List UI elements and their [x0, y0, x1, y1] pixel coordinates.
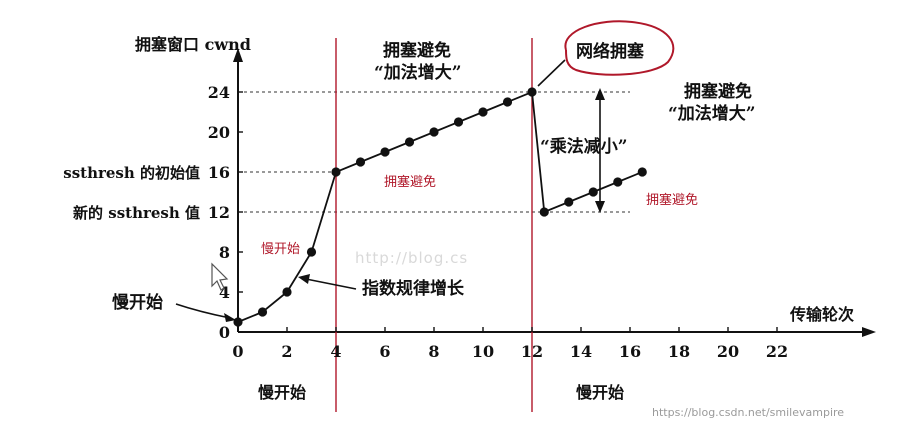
- exponential-growth-label: 指数规律增长: [362, 278, 465, 299]
- data-point: [613, 177, 623, 187]
- y-axis-title: 拥塞窗口 cwnd: [135, 35, 251, 54]
- congestion-pointer: [537, 59, 566, 87]
- y-tick-label: 12: [208, 203, 230, 222]
- multiplicative-decrease-label: “乘法减小”: [540, 136, 628, 157]
- y-side-label-16: ssthresh 的初始值: [63, 164, 200, 182]
- watermark: http://blog.cs: [355, 249, 468, 267]
- series: [233, 87, 647, 327]
- x-axis-title: 传输轮次: [789, 305, 854, 324]
- congestion-avoidance-2-line1: 拥塞避免: [684, 81, 752, 102]
- y-tick-label: 20: [208, 123, 230, 142]
- congestion-avoidance-1-line2: “加法增大”: [374, 62, 462, 83]
- data-point: [355, 157, 366, 167]
- cursor-icon: [211, 262, 229, 291]
- multiplicative-arrow-down-icon: [595, 201, 605, 213]
- x-tick-label: 20: [717, 342, 739, 361]
- x-tick-label: 2: [281, 342, 292, 361]
- x-tick-label: 8: [428, 342, 439, 361]
- x-tick-label: 0: [232, 342, 243, 361]
- axes: [233, 48, 876, 337]
- data-point: [429, 127, 439, 137]
- x-tick-label: 10: [472, 342, 494, 361]
- phase-label-slow-start-2: 慢开始: [576, 383, 624, 402]
- y-tick-label: 0: [219, 323, 230, 342]
- data-point: [306, 247, 317, 257]
- phase-label-slow-start-1: 慢开始: [258, 383, 306, 402]
- x-tick-label: 6: [379, 342, 390, 361]
- data-point: [478, 107, 488, 117]
- x-tick-label: 14: [570, 342, 592, 361]
- annotation-decorations: [175, 20, 675, 322]
- x-tick-label: 16: [619, 342, 641, 361]
- exponential-pointer-arrow-icon: [298, 274, 310, 284]
- data-point: [564, 197, 574, 207]
- y-axis-arrow-icon: [233, 48, 243, 62]
- x-tick-label: 4: [330, 342, 341, 361]
- congestion-avoidance-1-line1: 拥塞避免: [383, 40, 451, 61]
- data-point: [257, 307, 268, 317]
- data-point: [502, 97, 513, 107]
- red-slow-start-label: 慢开始: [261, 241, 300, 257]
- congestion-ellipse: [564, 20, 675, 76]
- x-tick-label: 12: [521, 342, 543, 361]
- exponential-pointer: [305, 278, 357, 290]
- slow-start-pointer-arrow-icon: [224, 313, 236, 322]
- reference-lines: [238, 91, 630, 213]
- x-ticks: 0 2 4 6 8 10 12 14 16 18 20 22: [232, 327, 788, 361]
- y-tick-label: 24: [208, 83, 230, 102]
- data-point: [404, 137, 415, 147]
- x-tick-label: 18: [668, 342, 690, 361]
- multiplicative-arrow-up-icon: [595, 88, 605, 100]
- data-point: [282, 287, 292, 297]
- slow-start-label: 慢开始: [112, 292, 163, 313]
- data-point: [331, 167, 341, 177]
- slow-start-pointer: [175, 303, 231, 319]
- y-ticks: 0 4 8 12 16 20 24: [208, 83, 243, 342]
- data-point: [233, 317, 243, 327]
- y-tick-label: 16: [208, 163, 230, 182]
- y-tick-label: 4: [219, 283, 230, 302]
- x-tick-label: 22: [766, 342, 788, 361]
- data-point: [637, 167, 647, 177]
- data-point: [588, 187, 598, 197]
- data-point: [380, 147, 390, 157]
- red-congestion-avoidance-1: 拥塞避免: [384, 174, 436, 190]
- credit-url: https://blog.csdn.net/smilevampire: [652, 406, 844, 419]
- data-point: [527, 87, 537, 97]
- y-tick-label: 8: [219, 243, 230, 262]
- x-axis-arrow-icon: [862, 327, 876, 337]
- annotations: 慢开始 拥塞避免 “加法增大” 网络拥塞 拥塞避免 “加法增大” “乘法减小” …: [112, 40, 844, 419]
- data-point: [539, 207, 549, 217]
- red-congestion-avoidance-2: 拥塞避免: [646, 192, 698, 208]
- data-point: [453, 117, 464, 127]
- y-side-label-12: 新的 ssthresh 值: [73, 204, 200, 222]
- congestion-avoidance-2-line2: “加法增大”: [668, 103, 756, 124]
- network-congestion-label: 网络拥塞: [576, 41, 645, 62]
